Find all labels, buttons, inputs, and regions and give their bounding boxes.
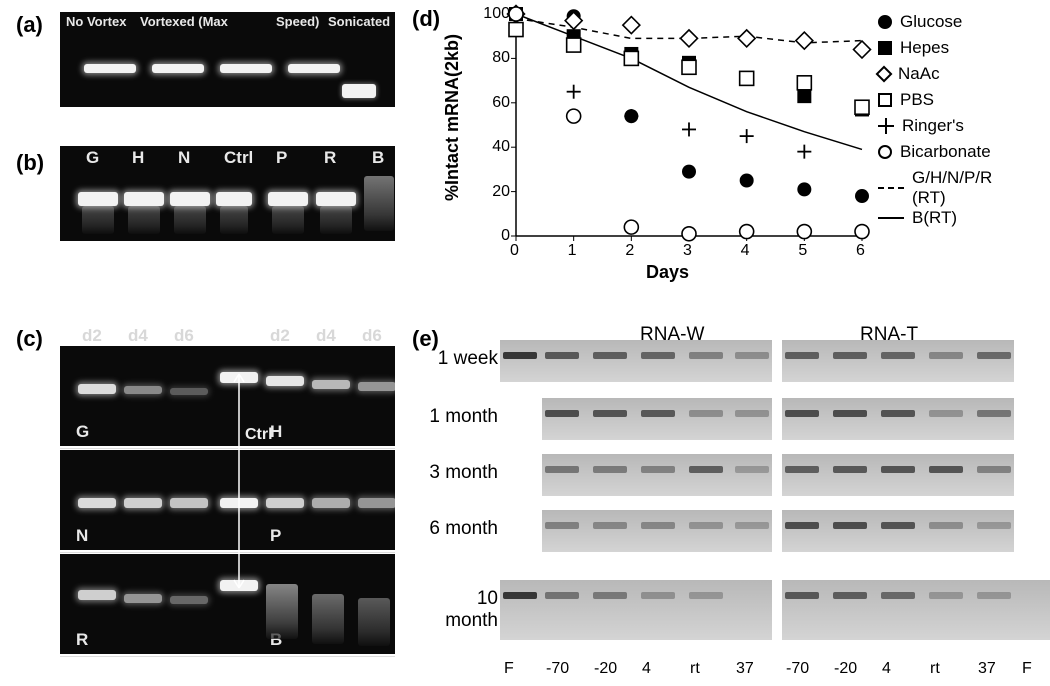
lane-label: -20: [594, 660, 617, 678]
legend-item: Glucose: [878, 12, 962, 32]
lane-label: 4: [882, 660, 891, 678]
lane-label: F: [1022, 660, 1032, 678]
lane-label: -70: [786, 660, 809, 678]
legend-item: Bicarbonate: [878, 142, 991, 162]
lane-label: rt: [690, 660, 700, 678]
gel-strip: [542, 454, 772, 496]
gel-strip: [500, 580, 772, 640]
chart-svg: [470, 6, 870, 276]
gel-strip: [542, 510, 772, 552]
panel-label-b: (b): [16, 150, 44, 176]
gel-strip: [500, 340, 772, 382]
lane-label: F: [504, 660, 514, 678]
chart-panel-d: [470, 6, 870, 276]
lane-label: 4: [642, 660, 651, 678]
panel-label-a: (a): [16, 12, 43, 38]
row-label: 1 month: [428, 406, 498, 428]
lane-label: -20: [834, 660, 857, 678]
panel-label-c: (c): [16, 326, 43, 352]
row-label: 10 month: [428, 588, 498, 632]
gel-strip: [782, 454, 1014, 496]
gel-strip: [542, 398, 772, 440]
lane-label: 37: [978, 660, 996, 678]
lane-label: rt: [930, 660, 940, 678]
legend-item: Hepes: [878, 38, 949, 58]
lane-label: 37: [736, 660, 754, 678]
gel-panel-a: No VortexVortexed (MaxSpeed)Sonicated: [60, 12, 395, 107]
legend-item: PBS: [878, 90, 934, 110]
panel-label-d: (d): [412, 6, 440, 32]
gel-panel-b: GHNCtrlPRB: [60, 146, 395, 241]
lane-label: -70: [546, 660, 569, 678]
legend-item: Ringer's: [878, 116, 964, 136]
legend-item: G/H/N/P/R (RT): [878, 168, 992, 208]
gel-panel-c: d2d4d6d2d4d6GHNPRBCtrl: [60, 326, 395, 656]
gel-strip: [782, 340, 1014, 382]
row-label: 6 month: [428, 518, 498, 540]
gel-strip: [782, 398, 1014, 440]
legend-item: NaAc: [878, 64, 940, 84]
row-label: 1 week: [428, 348, 498, 370]
gel-strip: [782, 510, 1014, 552]
legend-item: B(RT): [878, 208, 957, 228]
row-label: 3 month: [428, 462, 498, 484]
gel-strip: [782, 580, 1050, 640]
